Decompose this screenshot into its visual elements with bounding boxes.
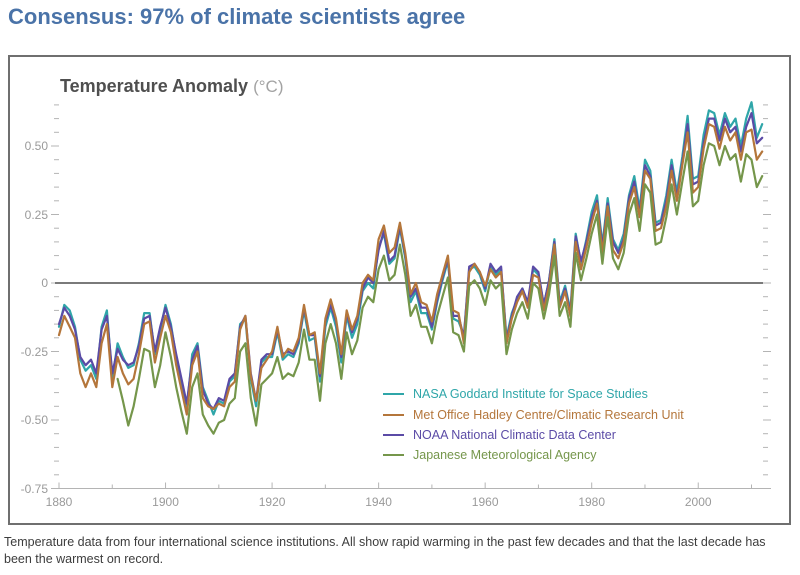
x-tick-label: 1980 <box>578 495 606 509</box>
y-tick-label: 0 <box>41 276 48 290</box>
x-tick-label: 1960 <box>471 495 499 509</box>
legend-item-1: NASA Goddard Institute for Space Studies <box>383 384 684 404</box>
chart-heading: Temperature Anomaly (°C) <box>60 76 283 97</box>
legend-item-4: Japanese Meteorological Agency <box>383 445 684 465</box>
series-line-4 <box>116 142 764 435</box>
caption: Temperature data from four international… <box>4 535 766 566</box>
chart-heading-text: Temperature Anomaly <box>60 76 249 96</box>
y-tick-label: 0.50 <box>24 139 48 153</box>
x-tick-label: 1920 <box>258 495 286 509</box>
legend-swatch-icon <box>383 433 404 436</box>
y-tick-label: 0.25 <box>24 207 48 222</box>
x-tick-label: 1940 <box>365 495 392 509</box>
chart-heading-unit: (°C) <box>253 77 284 96</box>
legend-swatch-icon <box>383 454 404 457</box>
x-tick-label: 1880 <box>45 495 73 509</box>
chart-frame <box>8 55 791 525</box>
legend-item-3: NOAA National Climatic Data Center <box>383 425 684 445</box>
legend: NASA Goddard Institute for Space Studies… <box>383 384 684 466</box>
y-tick-label: -0.75 <box>20 481 48 496</box>
legend-swatch-icon <box>383 393 404 396</box>
legend-label: NASA Goddard Institute for Space Studies <box>413 387 648 402</box>
page-title: Consensus: 97% of climate scientists agr… <box>8 4 466 29</box>
y-tick-label: -0.25 <box>20 344 48 359</box>
series-line-1 <box>57 101 764 416</box>
legend-label: Met Office Hadley Centre/Climatic Resear… <box>413 407 684 422</box>
series-line-3 <box>57 111 764 411</box>
legend-item-2: Met Office Hadley Centre/Climatic Resear… <box>383 404 684 424</box>
legend-label: Japanese Meteorological Agency <box>413 448 597 463</box>
legend-label: NOAA National Climatic Data Center <box>413 427 616 442</box>
series-line-2 <box>57 122 764 416</box>
legend-swatch-icon <box>383 413 404 416</box>
y-tick-label: -0.50 <box>20 413 48 427</box>
x-tick-label: 1900 <box>152 495 179 509</box>
x-tick-label: 2000 <box>684 495 712 509</box>
